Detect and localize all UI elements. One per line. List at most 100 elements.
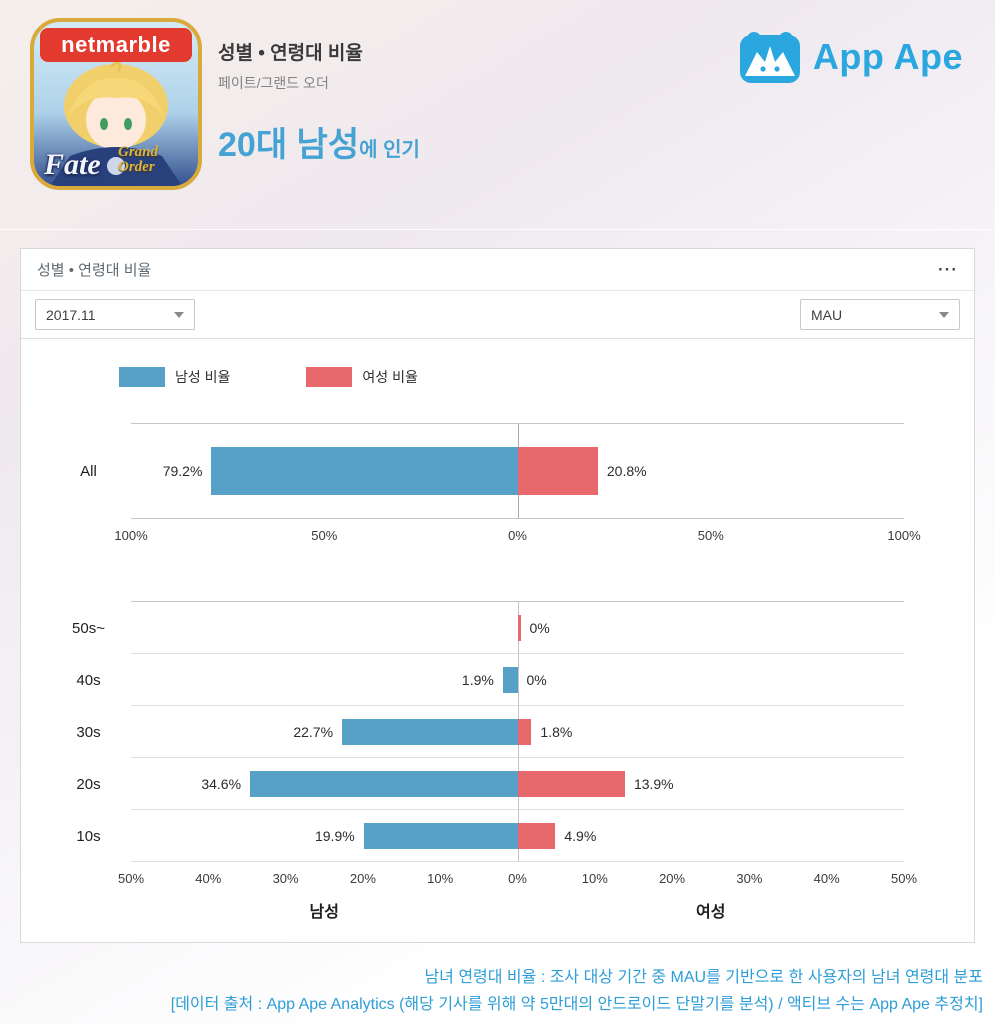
female-bar bbox=[517, 770, 625, 797]
female-value-label: 20.8% bbox=[606, 463, 647, 479]
axis-tick-label: 0% bbox=[508, 528, 527, 543]
male-value-label: 1.9% bbox=[461, 671, 494, 688]
chevron-down-icon bbox=[174, 311, 184, 318]
appape-mountain-icon bbox=[739, 32, 800, 83]
filter-row: 2017.11 MAU bbox=[21, 291, 974, 339]
female-axis-caption: 여성 bbox=[696, 904, 726, 921]
title-block: 성별 • 연령대 비율 페이트/그랜드 오더 20대 남성에 인기 bbox=[218, 38, 420, 166]
chart-row: 50s~ 0% bbox=[46, 602, 974, 654]
period-value: 2017.11 bbox=[46, 306, 96, 323]
chart-track: 1.9% 0% bbox=[131, 654, 904, 706]
overall-gender-chart: All 79.2% 20.8% 100% 50% 0% 50% 100% bbox=[21, 423, 974, 549]
legend-label: 여성 비율 bbox=[362, 369, 418, 385]
metric-dropdown[interactable]: MAU bbox=[800, 299, 960, 330]
female-bar bbox=[517, 614, 521, 641]
app-icon: netmarble Fate Grand Order bbox=[30, 18, 202, 190]
grand-order-title: Grand Order bbox=[118, 143, 159, 177]
period-dropdown[interactable]: 2017.11 bbox=[35, 299, 195, 330]
card-header: 성별 • 연령대 비율 ··· bbox=[21, 249, 974, 291]
male-value-label: 79.2% bbox=[162, 463, 203, 479]
axis-tick-label: 20% bbox=[349, 871, 376, 886]
category-label: 50s~ bbox=[72, 619, 105, 637]
female-value-label: 1.8% bbox=[540, 723, 573, 740]
category-label: 40s bbox=[76, 671, 101, 689]
zero-axis-line bbox=[517, 654, 519, 705]
legend-item: 여성 비율 bbox=[306, 367, 418, 387]
appape-wordmark: App Ape bbox=[812, 36, 963, 77]
highlight-main: 20대 남성 bbox=[218, 126, 360, 164]
legend-swatch bbox=[119, 367, 165, 387]
header: netmarble Fate Grand Order 성별 • 연령대 비율 페… bbox=[0, 0, 995, 230]
chart-track: 34.6% 13.9% bbox=[131, 758, 904, 810]
axis-tick-label: 30% bbox=[272, 871, 299, 886]
female-bar bbox=[517, 822, 556, 849]
footer-line-1: 남녀 연령대 비율 : 조사 대상 기간 중 MAU를 기반으로 한 사용자의 … bbox=[424, 969, 983, 986]
age-gender-chart: 50s~ 0% 40s 1.9% 0% 30s 22.7% 1.8% 20s 34.6% 13.9%… bbox=[21, 601, 974, 926]
male-value-label: 22.7% bbox=[293, 723, 334, 740]
female-bar bbox=[517, 447, 598, 495]
female-bar bbox=[517, 718, 532, 745]
chart-row: All 79.2% 20.8% bbox=[46, 423, 974, 519]
metric-value: MAU bbox=[811, 306, 843, 323]
age-chart-topline bbox=[131, 601, 904, 602]
chart-row: 40s 1.9% 0% bbox=[46, 654, 974, 706]
footer-line-2: [데이터 출처 : App Ape Analytics (해당 기사를 위해 약… bbox=[170, 996, 983, 1013]
section-title: 성별 • 연령대 비율 bbox=[218, 43, 363, 64]
chart-track: 19.9% 4.9% bbox=[131, 810, 904, 862]
axis-tick-label: 50% bbox=[890, 871, 918, 886]
female-value-label: 0% bbox=[529, 619, 550, 636]
age-chart-rows: 50s~ 0% 40s 1.9% 0% 30s 22.7% 1.8% 20s 34.6% 13.9%… bbox=[46, 602, 974, 862]
more-options-icon[interactable]: ··· bbox=[938, 259, 958, 279]
overall-chart-rows: All 79.2% 20.8% bbox=[46, 423, 974, 519]
axis-tick-label: 0% bbox=[508, 871, 527, 886]
category-label: 20s bbox=[76, 775, 101, 793]
category-label: 30s bbox=[76, 723, 101, 741]
chart-track: 22.7% 1.8% bbox=[131, 706, 904, 758]
axis-tick-label: 100% bbox=[887, 528, 921, 543]
axis-tick-label: 50% bbox=[311, 528, 338, 543]
category-label: All bbox=[80, 462, 97, 480]
axis-tick-label: 40% bbox=[813, 871, 840, 886]
chart-track: 79.2% 20.8% bbox=[131, 423, 904, 519]
female-value-label: 4.9% bbox=[564, 827, 597, 844]
axis-tick-label: 20% bbox=[659, 871, 686, 886]
male-bar bbox=[250, 770, 518, 797]
male-bar bbox=[363, 822, 518, 849]
legend-item: 남성 비율 bbox=[119, 367, 230, 387]
legend-label: 남성 비율 bbox=[175, 369, 231, 385]
axis-tick-label: 40% bbox=[195, 871, 222, 886]
axis-tick-label: 10% bbox=[427, 871, 454, 886]
chart-row: 10s 19.9% 4.9% bbox=[46, 810, 974, 862]
legend: 남성 비율 여성 비율 bbox=[119, 367, 974, 387]
axis-tick-label: 30% bbox=[736, 871, 763, 886]
app-name: 페이트/그랜드 오더 bbox=[218, 75, 329, 91]
header-divider bbox=[0, 229, 995, 230]
category-label: 10s bbox=[76, 827, 101, 845]
chevron-down-icon bbox=[939, 311, 949, 318]
fgo-character-art bbox=[50, 60, 182, 186]
highlight-text: 20대 남성에 인기 bbox=[218, 117, 420, 166]
legend-swatch bbox=[306, 367, 353, 387]
chart-row: 20s 34.6% 13.9% bbox=[46, 758, 974, 810]
chart-track: 0% bbox=[131, 602, 904, 654]
female-value-label: 13.9% bbox=[633, 775, 674, 792]
male-bar bbox=[342, 718, 518, 745]
male-bar bbox=[211, 447, 518, 495]
footer-note: 남녀 연령대 비율 : 조사 대상 기간 중 MAU를 기반으로 한 사용자의 … bbox=[20, 964, 983, 1018]
grand-title: Grand bbox=[118, 143, 159, 160]
analytics-card: 성별 • 연령대 비율 ··· 2017.11 MAU 남성 비율 여성 비율 A… bbox=[20, 248, 975, 943]
male-value-label: 19.9% bbox=[314, 827, 355, 844]
age-chart-captions: 남성 여성 bbox=[131, 892, 904, 926]
male-bar bbox=[502, 666, 518, 693]
male-axis-caption: 남성 bbox=[309, 904, 339, 921]
age-chart-axis: 50% 40% 30% 20% 10% 0% 10% 20% 30% 40% 50% bbox=[118, 862, 917, 892]
male-value-label: 34.6% bbox=[201, 775, 242, 792]
axis-tick-label: 50% bbox=[117, 871, 145, 886]
order-title: Order bbox=[118, 159, 155, 176]
axis-tick-label: 10% bbox=[581, 871, 608, 886]
female-value-label: 0% bbox=[526, 671, 547, 688]
appape-logo: App Ape bbox=[739, 30, 963, 84]
overall-chart-axis: 100% 50% 0% 50% 100% bbox=[114, 519, 920, 549]
axis-tick-label: 50% bbox=[697, 528, 724, 543]
